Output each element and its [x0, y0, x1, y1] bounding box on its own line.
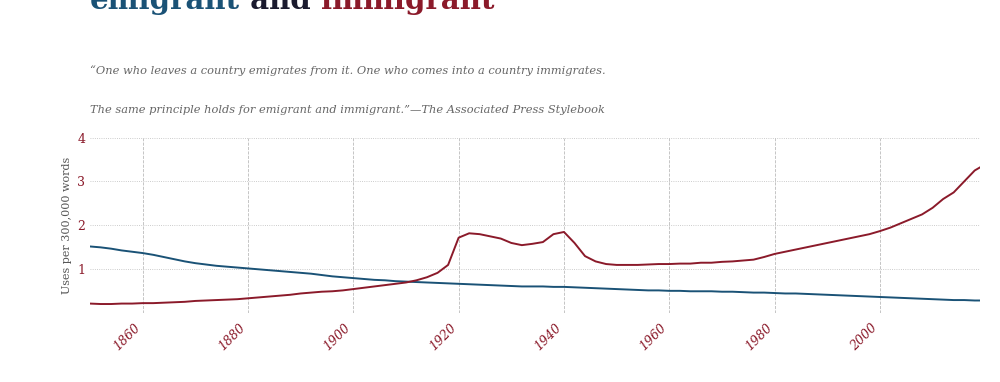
Text: emigrant: emigrant — [90, 0, 240, 15]
Text: The same principle holds for emigrant and immigrant.”—The Associated Press Style: The same principle holds for emigrant an… — [90, 105, 605, 115]
Text: “One who leaves a country emigrates from it. One who comes into a country immigr: “One who leaves a country emigrates from… — [90, 66, 606, 76]
Text: immigrant: immigrant — [321, 0, 494, 15]
Y-axis label: Uses per 300,000 words: Uses per 300,000 words — [62, 157, 72, 294]
Text: and: and — [240, 0, 321, 15]
